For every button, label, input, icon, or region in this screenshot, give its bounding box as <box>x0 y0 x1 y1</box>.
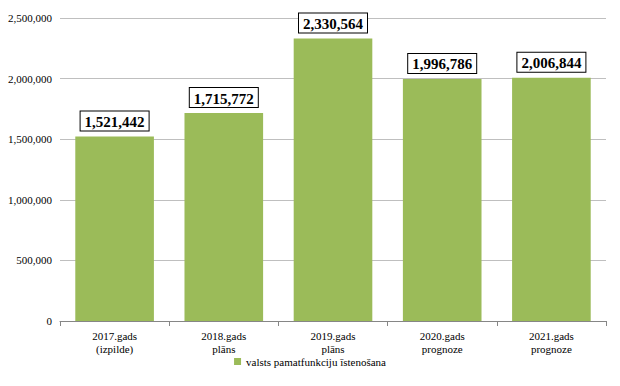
svg-text:2,500,000: 2,500,000 <box>8 12 53 24</box>
svg-text:0: 0 <box>47 315 53 327</box>
svg-text:prognoze: prognoze <box>531 343 572 355</box>
svg-text:2017.gads: 2017.gads <box>92 330 137 342</box>
svg-text:1,521,442: 1,521,442 <box>85 114 145 130</box>
svg-text:prognoze: prognoze <box>422 343 463 355</box>
svg-text:2,000,000: 2,000,000 <box>8 73 53 85</box>
svg-text:plāns: plāns <box>212 343 235 355</box>
svg-text:2018.gads: 2018.gads <box>201 330 246 342</box>
svg-text:1,500,000: 1,500,000 <box>8 133 53 145</box>
svg-text:plāns: plāns <box>321 343 344 355</box>
svg-text:1,996,786: 1,996,786 <box>412 56 473 72</box>
svg-text:(izpilde): (izpilde) <box>96 343 134 356</box>
svg-text:2,330,564: 2,330,564 <box>303 16 364 32</box>
svg-text:2019.gads: 2019.gads <box>311 330 356 342</box>
svg-text:2020.gads: 2020.gads <box>420 330 465 342</box>
svg-text:2021.gads: 2021.gads <box>529 330 574 342</box>
svg-text:valsts pamatfunkciju īstenošan: valsts pamatfunkciju īstenošana <box>246 356 386 368</box>
svg-text:1,000,000: 1,000,000 <box>8 194 53 206</box>
svg-text:1,715,772: 1,715,772 <box>194 91 254 107</box>
svg-text:2,006,844: 2,006,844 <box>521 55 582 71</box>
svg-text:500,000: 500,000 <box>16 254 52 266</box>
